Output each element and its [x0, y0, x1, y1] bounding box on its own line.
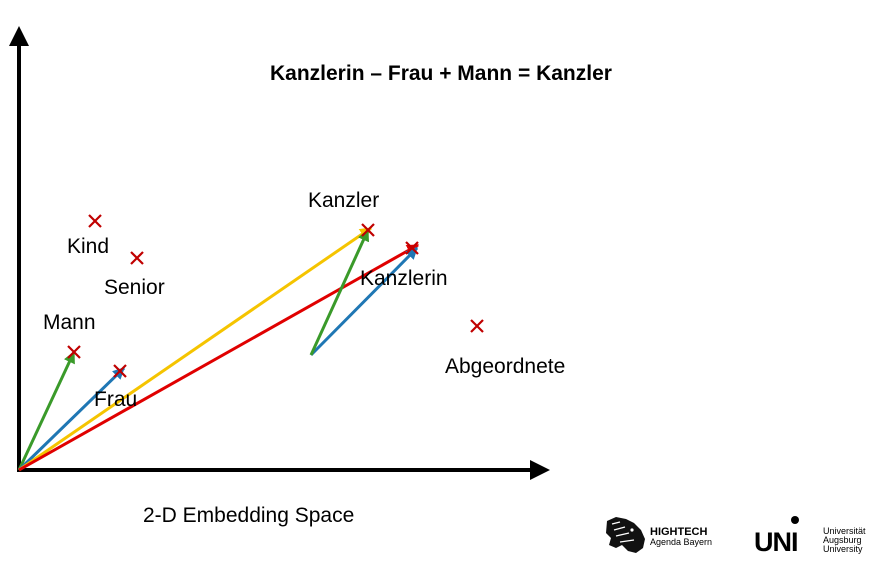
vector-kanzler [18, 226, 372, 472]
marker-kind [88, 214, 102, 228]
vector-minus-frau [309, 246, 419, 357]
label-frau: Frau [94, 388, 137, 411]
marker-frau [113, 364, 127, 378]
axis-caption: 2-D Embedding Space [143, 504, 354, 527]
lion-icon [606, 517, 645, 553]
marker-kanzler [361, 223, 375, 237]
hightech-logo: HIGHTECH Agenda Bayern [606, 517, 712, 553]
equation-title: Kanzlerin – Frau + Mann = Kanzler [270, 62, 612, 85]
label-kanzlerin: Kanzlerin [360, 267, 448, 290]
marker-kanzlerin [405, 241, 419, 255]
label-abgeordnete: Abgeordnete [445, 355, 565, 378]
label-senior: Senior [104, 276, 165, 299]
label-kind: Kind [67, 235, 109, 258]
uni-name-line2: Augsburg [823, 535, 862, 545]
vector-frau [17, 366, 126, 472]
marker-abgeordnete [470, 319, 484, 333]
uni-augsburg-logo: UNI Universität Augsburg University [754, 516, 866, 557]
vector-plus-mann [309, 228, 370, 356]
vector-mann [17, 350, 76, 471]
uni-name-line1: Universität [823, 526, 866, 536]
uni-dot-icon [791, 516, 799, 524]
uni-name-line3: University [823, 544, 863, 554]
marker-mann [67, 345, 81, 359]
label-kanzler: Kanzler [308, 189, 379, 212]
vector-kanzlerin [18, 243, 420, 472]
hightech-title: HIGHTECH [650, 526, 708, 538]
label-mann: Mann [43, 311, 96, 334]
uni-mark: UNI [754, 527, 798, 557]
hightech-subtitle: Agenda Bayern [650, 537, 712, 547]
marker-senior [130, 251, 144, 265]
